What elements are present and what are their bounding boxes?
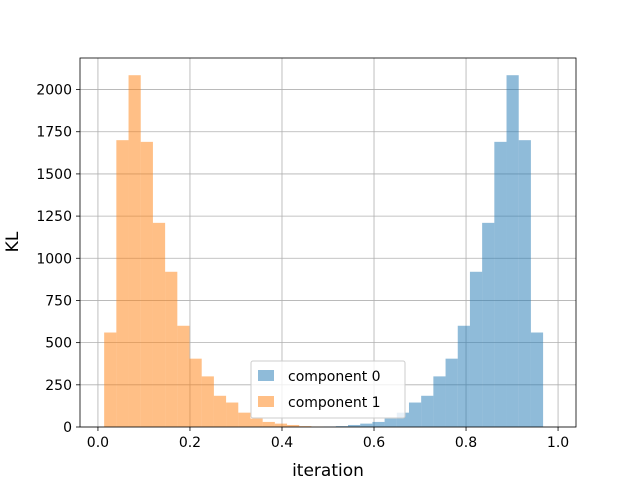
bar-series-0-bin-30 [469, 271, 483, 427]
y-tick-label-5: 1250 [36, 209, 72, 225]
bar-series-0-bin-27 [433, 376, 446, 427]
y-tick-label-3: 750 [45, 293, 72, 309]
x-tick-label-4: 0.8 [455, 435, 477, 451]
bar-series-0-bin-19 [335, 426, 349, 427]
y-tick-label-4: 1000 [36, 251, 72, 267]
bar-series-1-bin-4 [152, 222, 166, 427]
y-tick-label-1: 250 [45, 378, 72, 394]
legend-label-component-1: component 1 [288, 395, 381, 411]
bar-series-1-bin-0 [104, 332, 117, 427]
legend-frame [250, 360, 406, 419]
bar-series-1-bin-2 [128, 75, 141, 428]
plot-frame [79, 57, 577, 428]
bar-series-1-bin-13 [262, 421, 275, 427]
bar-series-1-bin-11 [238, 412, 251, 427]
bar-series-0-bin-31 [482, 222, 495, 427]
legend-label-component-0: component 0 [288, 369, 381, 385]
x-tick-label-0: 0.0 [87, 435, 109, 451]
histogram-bars [104, 75, 544, 428]
bar-series-1-bin-15 [287, 424, 300, 427]
bar-series-0-bin-23 [384, 418, 397, 427]
bar-series-1-bin-8 [201, 376, 214, 427]
legend-swatch-component-1 [258, 396, 274, 407]
bar-series-1-bin-12 [250, 418, 263, 427]
bar-series-1-bin-9 [213, 395, 227, 427]
bar-series-1-bin-10 [226, 402, 239, 427]
bar-series-0-bin-35 [530, 332, 544, 427]
y-tick-label-0: 0 [63, 420, 72, 436]
y-tick-label-8: 2000 [36, 83, 72, 99]
bar-series-0-bin-22 [372, 421, 385, 427]
bar-series-1-bin-7 [189, 358, 202, 427]
y-tick-label-7: 1750 [36, 125, 72, 141]
bar-series-0-bin-25 [408, 402, 422, 427]
bar-series-0-bin-20 [348, 424, 361, 427]
x-axis-ticks: 0.0 0.2 0.4 0.6 0.8 1.0 [87, 427, 569, 451]
bar-series-1-bin-3 [140, 141, 153, 428]
bar-series-0-bin-26 [421, 395, 434, 427]
bar-series-1-bin-14 [274, 423, 288, 427]
bar-series-1-bin-5 [165, 271, 178, 427]
bar-series-0-bin-29 [457, 325, 470, 427]
bar-series-0-bin-21 [360, 423, 373, 427]
y-tick-label-2: 500 [45, 336, 72, 352]
x-tick-label-3: 0.6 [363, 435, 385, 451]
legend-swatch-component-0 [258, 370, 274, 381]
bar-series-0-bin-33 [506, 75, 519, 428]
legend: component 0 component 1 [250, 360, 406, 419]
bar-series-1-bin-6 [177, 325, 190, 427]
x-tick-label-2: 0.4 [271, 435, 293, 451]
bar-series-1-bin-16 [299, 426, 312, 427]
bar-series-0-bin-34 [518, 140, 531, 427]
x-tick-label-5: 1.0 [547, 435, 569, 451]
bar-series-0-bin-32 [494, 141, 507, 428]
x-axis-label: iteration [292, 461, 364, 480]
bar-series-1-bin-1 [116, 140, 129, 427]
x-tick-label-1: 0.2 [179, 435, 201, 451]
bar-series-0-bin-28 [445, 358, 458, 427]
y-tick-label-6: 1500 [36, 167, 72, 183]
y-axis-label: KL [3, 231, 23, 252]
y-axis-ticks: 0 250 500 750 1000 1250 1500 1750 2000 [36, 83, 80, 436]
